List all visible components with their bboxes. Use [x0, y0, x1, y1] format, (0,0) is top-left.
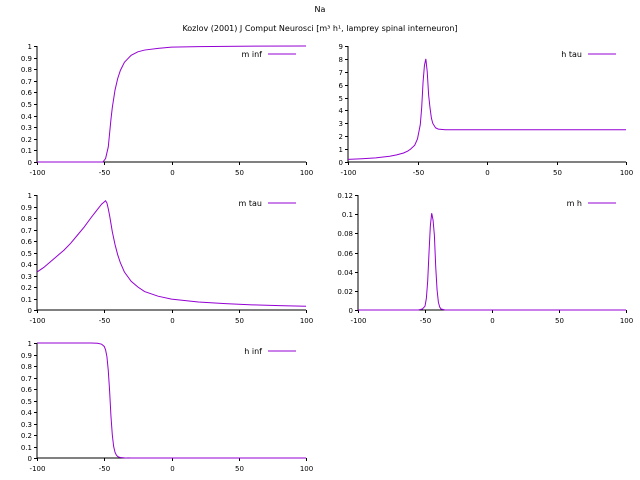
y-tick-label: 0.6 [21, 238, 33, 246]
y-tick-label: 0.4 [21, 409, 33, 417]
y-tick-label: 9 [339, 43, 343, 51]
y-tick-label: 0.4 [21, 261, 33, 269]
y-tick-label: 0.2 [21, 136, 32, 144]
x-tick-label: 100 [300, 317, 313, 325]
y-tick-label: 0.5 [21, 398, 32, 406]
legend-label: h inf [244, 347, 262, 356]
y-tick-label: 0 [28, 307, 32, 315]
plot-panel-3: 0 0.1 0.2 0.3 0.4 0.5 0.6 0.7 0.8 0.9 1 -100 -50 0 50 1… [21, 192, 313, 325]
y-tick-label: 0.1 [21, 444, 32, 452]
y-tick-label: 8 [339, 56, 343, 64]
y-tick-label: 3 [339, 120, 343, 128]
y-tick-label: 0.8 [21, 66, 32, 74]
y-tick-label: 0.6 [21, 89, 33, 97]
y-tick-label: 0.2 [21, 432, 32, 440]
x-tick-label: 100 [300, 465, 313, 473]
y-tick-label: 0.08 [337, 230, 353, 238]
y-tick-label: 0.9 [21, 55, 32, 63]
x-tick-label: 0 [490, 317, 494, 325]
plot-panel-1: 0 0.1 0.2 0.3 0.4 0.5 0.6 0.7 0.8 0.9 1 -100 -50 0 50 1… [21, 43, 313, 177]
series-line [358, 213, 626, 311]
y-tick-label: 0.1 [342, 211, 353, 219]
y-tick-label: 0 [28, 159, 32, 167]
y-tick-label: 0 [28, 455, 32, 463]
x-tick-label: 100 [300, 169, 313, 177]
y-tick-label: 4 [339, 107, 344, 115]
y-tick-label: 7 [339, 69, 343, 77]
y-tick-label: 1 [28, 192, 32, 200]
y-tick-label: 1 [28, 43, 32, 51]
y-tick-label: 0.6 [21, 386, 33, 394]
legend-label: m h [567, 199, 582, 208]
y-tick-label: 0.4 [21, 113, 33, 121]
x-tick-label: -50 [99, 169, 110, 177]
y-tick-label: 0 [339, 159, 343, 167]
x-tick-label: 100 [620, 317, 633, 325]
x-tick-label: -100 [30, 317, 46, 325]
y-tick-label: 0.8 [21, 215, 32, 223]
x-tick-label: 50 [235, 317, 244, 325]
y-tick-label: 2 [339, 133, 343, 141]
plot-panels: 00.10.20.30.40.50.60.70.80.91-100 -50 0 50 1… [21, 43, 633, 473]
x-tick-label: -50 [413, 169, 424, 177]
series-line [347, 58, 626, 160]
y-tick-label: 0.7 [21, 227, 32, 235]
x-tick-label: -50 [99, 465, 110, 473]
y-tick-label: 0.1 [21, 296, 32, 304]
x-tick-label: -100 [30, 169, 46, 177]
x-tick-label: 0 [170, 317, 174, 325]
y-tick-label: 1 [339, 146, 343, 154]
series-line [37, 45, 307, 163]
figure-title: Na [315, 5, 326, 14]
y-tick-label: 6 [339, 82, 344, 90]
x-tick-label: 50 [555, 317, 564, 325]
y-tick-label: 0.8 [21, 363, 32, 371]
x-tick-label: -50 [99, 317, 110, 325]
plot-panel-4: 0 0.02 0.04 0.06 0.08 0.1 0.12 -100 -50 0 50 100 m h [337, 192, 633, 325]
x-tick-label: -100 [341, 169, 357, 177]
y-tick-label: 0.7 [21, 78, 32, 86]
x-tick-label: 50 [235, 169, 244, 177]
y-tick-label: 5 [339, 95, 343, 103]
plot-panel-5: 0 0.1 0.2 0.3 0.4 0.5 0.6 0.7 0.8 0.9 1 -100 -50 0 50 1… [21, 340, 313, 473]
legend-label: m tau [239, 199, 262, 208]
y-tick-label: 1 [28, 340, 32, 348]
legend-label: m inf [242, 50, 263, 59]
y-tick-label: 0.04 [337, 269, 353, 277]
plot-panel-2: 0 1 2 3 4 5 6 7 8 9 -100 -50 0 50 100 h tau [339, 43, 634, 177]
y-tick-label: 0.7 [21, 375, 32, 383]
series-line [37, 342, 306, 459]
y-tick-label: 0.9 [21, 352, 32, 360]
y-tick-label: 0.12 [337, 192, 353, 200]
x-tick-label: 50 [553, 169, 562, 177]
y-tick-label: 0.3 [21, 421, 32, 429]
y-tick-label: 0.5 [21, 101, 32, 109]
y-tick-label: 0.02 [337, 288, 353, 296]
x-tick-label: -100 [351, 317, 367, 325]
y-tick-label: 0.3 [21, 124, 32, 132]
y-tick-label: 0.9 [21, 204, 32, 212]
x-tick-label: 0 [170, 465, 174, 473]
legend-label: h tau [561, 50, 582, 59]
x-tick-label: 0 [170, 169, 174, 177]
x-tick-label: 100 [620, 169, 633, 177]
figure-subtitle: Kozlov (2001) J Comput Neurosci [m³ h¹, … [182, 24, 457, 33]
y-tick-label: 0.06 [337, 250, 353, 258]
x-tick-label: -50 [420, 317, 431, 325]
x-tick-label: 50 [235, 465, 244, 473]
y-tick-label: 0.5 [21, 250, 32, 258]
x-tick-label: 0 [485, 169, 489, 177]
x-tick-label: -100 [30, 465, 46, 473]
y-tick-label: 0.3 [21, 273, 32, 281]
y-tick-label: 0.1 [21, 147, 32, 155]
y-tick-label: 0 [349, 307, 353, 315]
series-line [36, 199, 307, 307]
y-tick-label: 0.2 [21, 284, 32, 292]
